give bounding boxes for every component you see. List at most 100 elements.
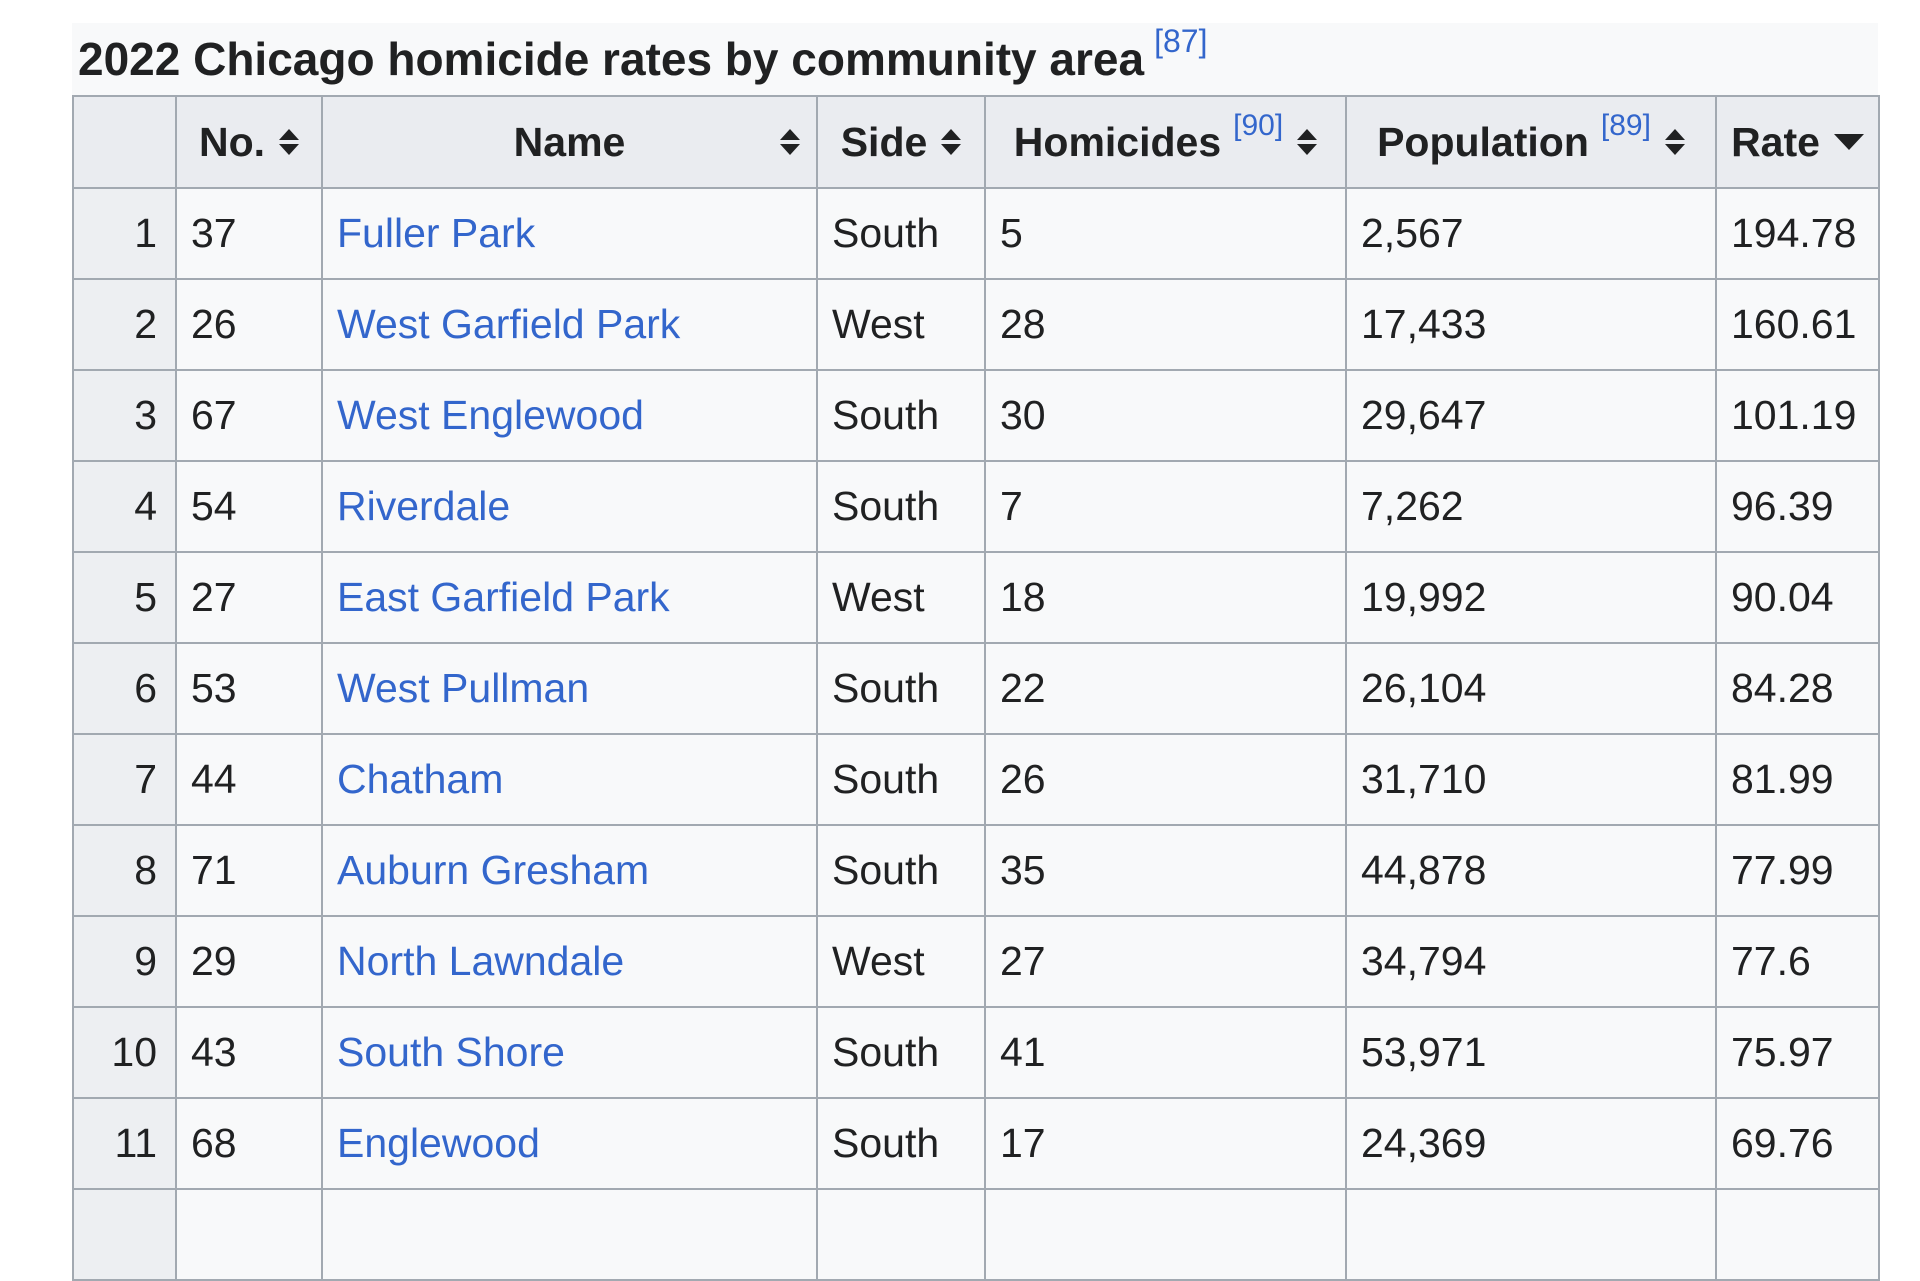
community-no-cell: 27 [175,551,323,644]
community-name-link[interactable]: Auburn Gresham [337,847,650,893]
community-no-cell: 37 [175,187,323,280]
table-caption: 2022 Chicago homicide rates by community… [72,23,1878,95]
homicides-cell: 35 [984,824,1347,917]
community-name-link[interactable]: Fuller Park [337,210,536,256]
side-cell: South [816,460,986,553]
side-cell: South [816,369,986,462]
population-cell: 2,567 [1345,187,1717,280]
community-name-cell [321,1188,818,1281]
row-rank-cell: 2 [72,278,177,371]
row-rank-cell: 1 [72,187,177,280]
community-no-cell: 54 [175,460,323,553]
homicides-cell: 5 [984,187,1347,280]
side-cell: South [816,824,986,917]
community-name-cell: North Lawndale [321,915,818,1008]
table-row: 11 68 Englewood South 17 24,369 69.76 [72,1097,1880,1190]
rate-cell: 69.76 [1715,1097,1880,1190]
row-rank-cell: 10 [72,1006,177,1099]
row-rank-cell: 8 [72,824,177,917]
rate-cell: 160.61 [1715,278,1880,371]
community-no-cell: 26 [175,278,323,371]
table-row: 1 37 Fuller Park South 5 2,567 194.78 [72,187,1880,280]
header-name-column[interactable]: Name [321,95,818,189]
community-no-cell: 29 [175,915,323,1008]
row-rank-cell: 9 [72,915,177,1008]
homicides-cell: 18 [984,551,1347,644]
community-name-link[interactable]: North Lawndale [337,938,625,984]
community-name-cell: South Shore [321,1006,818,1099]
community-name-cell: West Englewood [321,369,818,462]
community-name-cell: Riverdale [321,460,818,553]
community-name-link[interactable]: West Englewood [337,392,644,438]
side-cell: South [816,642,986,735]
header-label-name: Name [513,118,626,165]
side-cell: South [816,187,986,280]
side-cell: South [816,1097,986,1190]
sort-both-icon [1297,129,1318,155]
community-name-link[interactable]: West Pullman [337,665,590,711]
header-rate-column[interactable]: Rate [1715,95,1880,189]
community-no-cell: 67 [175,369,323,462]
row-rank-cell [72,1188,177,1281]
homicide-table-section: 2022 Chicago homicide rates by community… [72,23,1880,1281]
homicides-cell: 22 [984,642,1347,735]
table-row: 2 26 West Garfield Park West 28 17,433 160.61 [72,278,1880,371]
sort-both-icon [279,129,300,155]
rate-cell: 90.04 [1715,551,1880,644]
table-row: 10 43 South Shore South 41 53,971 75.97 [72,1006,1880,1099]
ref-87-link[interactable]: [87] [1154,22,1208,59]
row-rank-cell: 7 [72,733,177,826]
homicides-cell: 27 [984,915,1347,1008]
community-name-link[interactable]: Riverdale [337,483,511,529]
population-cell: 7,262 [1345,460,1717,553]
community-name-link[interactable]: Englewood [337,1120,540,1166]
community-no-cell: 44 [175,733,323,826]
sort-descending-icon [1833,134,1864,150]
header-population-column[interactable]: Population [89] [1345,95,1717,189]
community-name-cell: Englewood [321,1097,818,1190]
population-cell: 44,878 [1345,824,1717,917]
community-no-cell: 43 [175,1006,323,1099]
header-side-column[interactable]: Side [816,95,986,189]
community-name-cell: West Pullman [321,642,818,735]
community-name-link[interactable]: South Shore [337,1029,565,1075]
community-name-link[interactable]: East Garfield Park [337,574,670,620]
header-no-column[interactable]: No. [175,95,323,189]
table-row: 8 71 Auburn Gresham South 35 44,878 77.99 [72,824,1880,917]
side-cell: West [816,551,986,644]
row-rank-cell: 11 [72,1097,177,1190]
rate-cell: 81.99 [1715,733,1880,826]
row-rank-cell: 3 [72,369,177,462]
population-cell: 34,794 [1345,915,1717,1008]
population-cell: 53,971 [1345,1006,1717,1099]
community-name-link[interactable]: West Garfield Park [337,301,681,347]
ref-90-link[interactable]: [90] [1233,109,1284,142]
table-row: 7 44 Chatham South 26 31,710 81.99 [72,733,1880,826]
header-label-homicides: Homicides [1013,118,1222,165]
sort-both-icon [941,129,962,155]
rate-cell: 96.39 [1715,460,1880,553]
rate-cell: 75.97 [1715,1006,1880,1099]
population-cell: 19,992 [1345,551,1717,644]
header-row: No. Name Side Homicides [72,95,1880,189]
community-name-cell: Auburn Gresham [321,824,818,917]
rate-cell [1715,1188,1880,1281]
table-title: 2022 Chicago homicide rates by community… [78,33,1145,85]
row-rank-cell: 4 [72,460,177,553]
corner-header-cell [72,95,177,189]
community-name-cell: West Garfield Park [321,278,818,371]
row-rank-cell: 6 [72,642,177,735]
header-homicides-column[interactable]: Homicides [90] [984,95,1347,189]
header-label-population: Population [1377,118,1589,165]
homicides-cell: 30 [984,369,1347,462]
table-body: 1 37 Fuller Park South 5 2,567 194.78 2 26 West G… [72,187,1880,1281]
sort-both-icon [1664,129,1685,155]
header-label-rate: Rate [1731,118,1820,165]
homicides-cell [984,1188,1347,1281]
rate-cell: 77.99 [1715,824,1880,917]
community-no-cell: 53 [175,642,323,735]
community-name-link[interactable]: Chatham [337,756,504,802]
side-cell: South [816,733,986,826]
rate-cell: 84.28 [1715,642,1880,735]
ref-89-link[interactable]: [89] [1600,109,1651,142]
